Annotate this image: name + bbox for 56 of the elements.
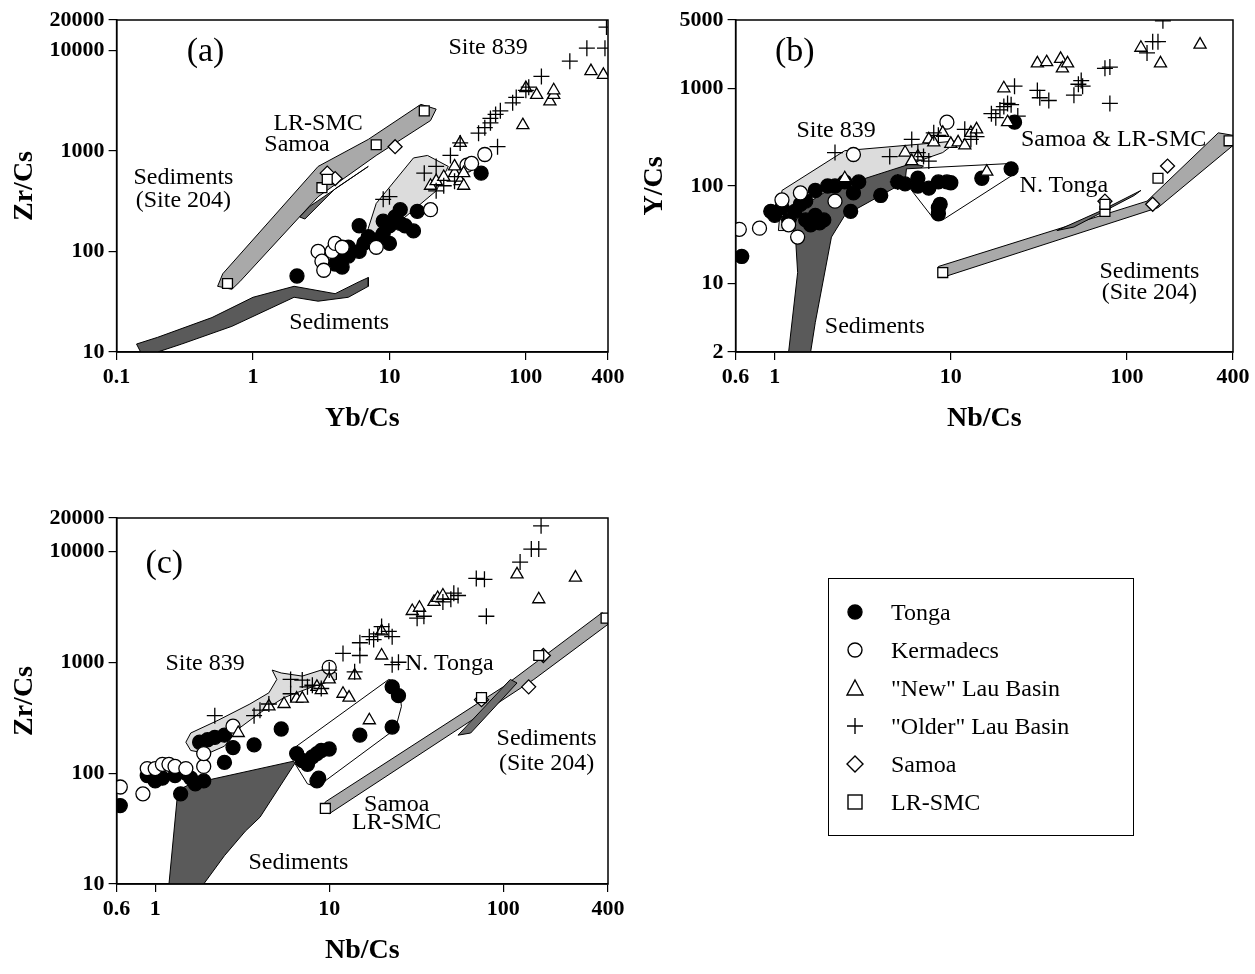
x-tick-label: 1 — [247, 362, 259, 388]
annotation: Sediments — [248, 848, 349, 875]
legend-label: "Older" Lau Basin — [891, 712, 1070, 740]
y-tick-label: 1000 — [60, 136, 105, 162]
annotation: (a) — [186, 31, 225, 70]
annotation: Site 839 — [448, 32, 528, 59]
x-tick-label: 1 — [769, 362, 781, 388]
y-tick-label: 10 — [82, 337, 105, 363]
x-tick-label: 0.6 — [721, 362, 750, 388]
y-tick-label: 10000 — [49, 35, 105, 61]
y-tick-label: 5000 — [679, 5, 724, 31]
y-tick-label: 20000 — [49, 503, 105, 529]
x-tick-label: 400 — [591, 362, 625, 388]
annotation: Sediments — [289, 308, 390, 335]
y-tick-label: 10 — [701, 269, 724, 295]
x-axis-title: Nb/Cs — [324, 933, 400, 965]
legend-label: Samoa — [891, 750, 957, 778]
x-tick-label: 10 — [318, 894, 341, 920]
y-tick-label: 100 — [690, 171, 724, 197]
y-tick-label: 100 — [71, 758, 105, 784]
y-tick-label: 1000 — [60, 647, 105, 673]
x-tick-label: 0.6 — [102, 894, 131, 920]
x-tick-label: 100 — [486, 894, 520, 920]
x-tick-label: 100 — [1110, 362, 1144, 388]
legend-label: Kermadecs — [891, 636, 999, 664]
annotation: (c) — [145, 543, 184, 582]
y-tick-label: 10 — [82, 869, 105, 895]
x-tick-label: 400 — [1216, 362, 1250, 388]
x-axis-title: Yb/Cs — [324, 401, 400, 433]
x-tick-label: 1 — [149, 894, 161, 920]
legend-label: "New" Lau Basin — [891, 674, 1060, 702]
legend-label: LR-SMC — [891, 788, 981, 816]
y-axis-title: Zr/Cs — [7, 665, 39, 736]
annotation: Site 839 — [165, 648, 245, 675]
y-tick-label: 20000 — [49, 5, 105, 31]
annotation: (Site 204) — [498, 748, 595, 775]
annotation: Sediments — [824, 312, 925, 339]
annotation: Samoa & LR-SMC — [1020, 124, 1207, 151]
annotation: N. Tonga — [1019, 171, 1109, 198]
y-axis-title: Y/Cs — [637, 156, 669, 216]
annotation: Site 839 — [796, 115, 876, 142]
x-tick-label: 0.1 — [102, 362, 131, 388]
x-tick-label: 10 — [378, 362, 401, 388]
annotation: (b) — [774, 31, 815, 70]
y-tick-label: 2 — [712, 337, 724, 363]
y-tick-label: 10000 — [49, 537, 105, 563]
y-tick-label: 100 — [71, 237, 105, 263]
y-axis-title: Zr/Cs — [7, 150, 39, 221]
annotation: N. Tonga — [405, 648, 494, 675]
x-tick-label: 400 — [591, 894, 625, 920]
legend-label: Tonga — [891, 598, 951, 626]
x-tick-label: 100 — [509, 362, 543, 388]
annotation: Sediments — [496, 723, 597, 750]
y-tick-label: 1000 — [679, 73, 724, 99]
x-axis-title: Nb/Cs — [946, 401, 1022, 433]
x-tick-label: 10 — [939, 362, 962, 388]
